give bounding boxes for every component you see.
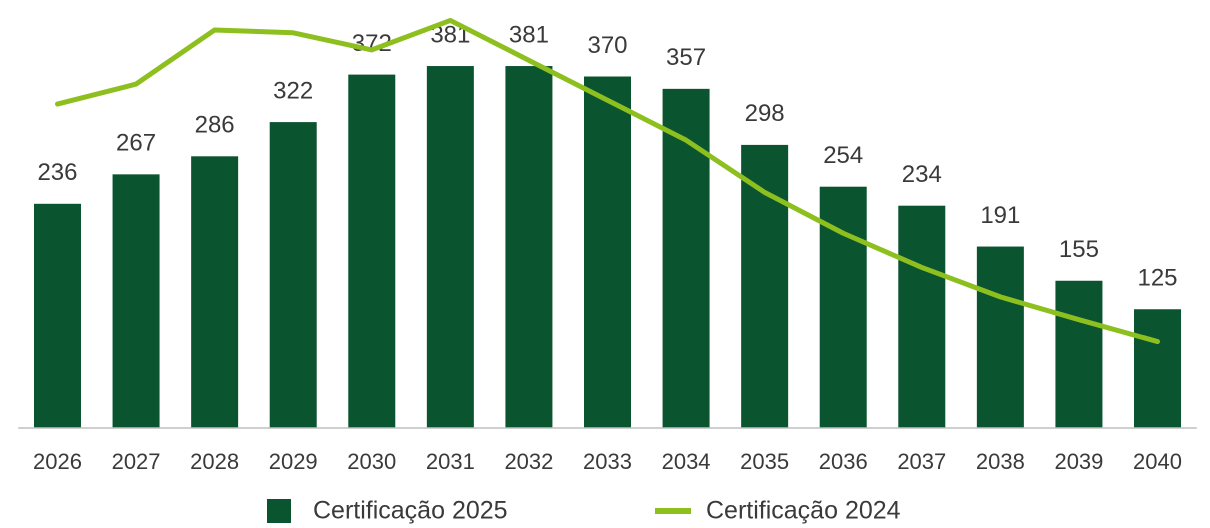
data-label: 125 [1137,265,1177,292]
bar [584,76,631,428]
x-tick-label: 2039 [1054,449,1103,474]
x-tick-label: 2037 [897,449,946,474]
data-label: 236 [37,159,77,186]
bar [112,174,160,428]
data-label: 234 [902,161,942,188]
data-label: 267 [116,130,156,157]
data-label: 298 [745,100,785,127]
bar [348,74,396,428]
bar [269,122,317,428]
bar [426,66,474,429]
x-tick-label: 2030 [347,449,396,474]
x-tick-label: 2034 [662,449,711,474]
x-tick-label: 2027 [112,449,161,474]
data-label: 191 [980,202,1020,229]
bar [33,203,81,428]
data-label: 322 [273,77,313,104]
bar [1134,309,1182,428]
bar [505,66,553,429]
data-label: 357 [666,44,706,71]
x-tick-label: 2031 [426,449,475,474]
x-tick-label: 2038 [976,449,1025,474]
bar [1055,280,1103,428]
data-label: 370 [587,32,627,59]
bar [898,205,946,428]
data-label: 155 [1059,236,1099,263]
x-tick-label: 2026 [33,449,82,474]
x-tick-label: 2035 [740,449,789,474]
data-label: 381 [509,21,549,48]
legend-label: Certificação 2025 [313,497,508,525]
bar [976,246,1024,428]
legend-swatch [655,508,691,514]
bar [741,144,789,428]
line [54,17,1161,345]
x-tick-label: 2032 [504,449,553,474]
x-tick-label: 2028 [190,449,239,474]
x-tick-label: 2040 [1133,449,1182,474]
data-label: 254 [823,142,863,169]
bar [191,156,239,429]
x-tick-label: 2033 [583,449,632,474]
data-label: 286 [195,112,235,139]
x-tick-label: 2036 [819,449,868,474]
legend-label: Certificação 2024 [706,497,901,525]
bar [662,88,710,428]
x-tick-label: 2029 [269,449,318,474]
legend-swatch [267,499,291,523]
